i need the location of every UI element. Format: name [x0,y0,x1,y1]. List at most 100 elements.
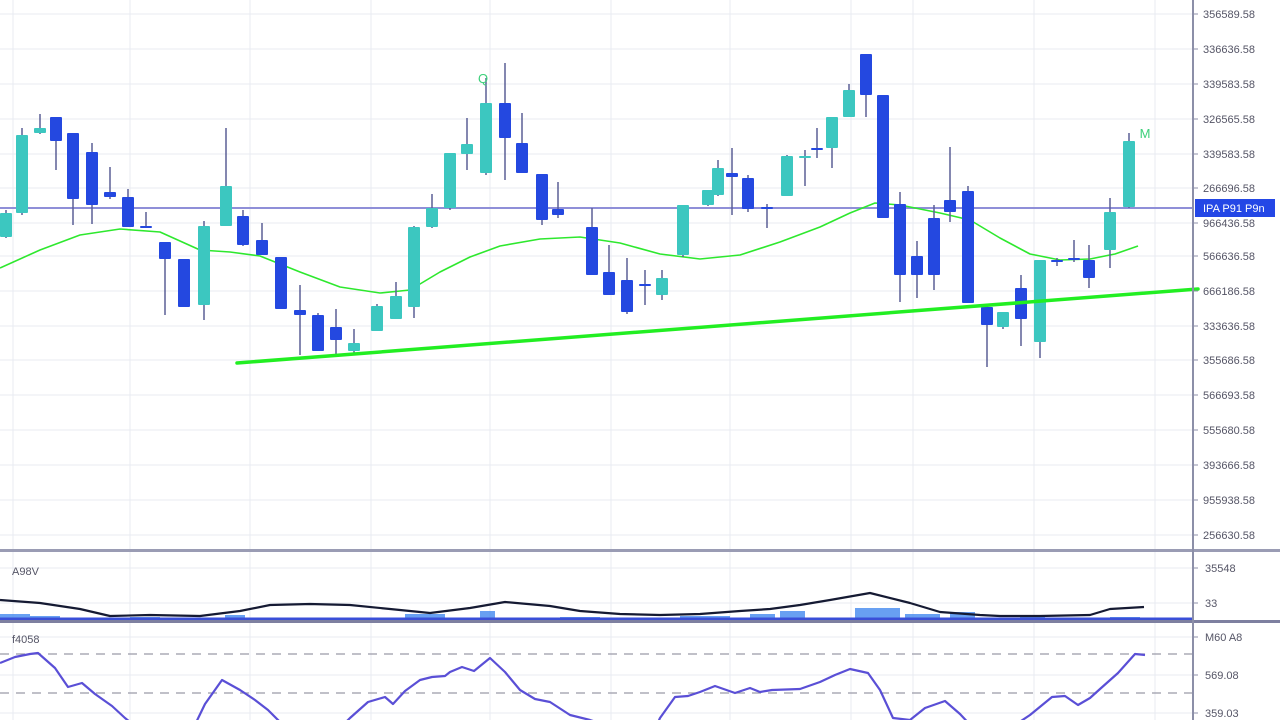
candle[interactable] [140,212,152,228]
support-trendline[interactable] [235,287,1200,365]
candle[interactable] [348,329,360,353]
candle-body-up [656,278,668,295]
annotation-label: M [1140,126,1151,141]
candle[interactable] [50,117,62,170]
candle[interactable] [536,174,548,225]
candle[interactable] [712,160,724,196]
candle[interactable] [877,95,889,218]
candle[interactable] [312,313,324,351]
candle[interactable] [1083,245,1095,288]
candle-body-down [67,133,79,199]
candle[interactable] [726,148,738,215]
candle[interactable] [516,113,528,173]
candle-body-down [256,240,268,255]
candle[interactable] [86,143,98,224]
candle-body-down [894,204,906,275]
candle[interactable] [104,167,116,199]
candle-body-down [586,227,598,275]
volume-ma-line[interactable] [0,591,1145,618]
candle-body-up [444,153,456,208]
pane-separators[interactable] [0,549,1280,623]
candle[interactable] [159,242,171,315]
candle[interactable] [371,304,383,331]
moving-average-path[interactable] [0,202,1139,294]
candle[interactable] [237,210,249,246]
candle[interactable] [390,282,402,319]
candle[interactable] [0,210,12,238]
candle[interactable] [860,54,872,117]
candle[interactable] [330,309,342,357]
candle[interactable] [656,270,668,300]
candle[interactable] [1068,240,1080,262]
oscillator-pane[interactable] [0,651,1193,720]
candle[interactable] [677,205,689,257]
candle[interactable] [178,259,190,307]
candle[interactable] [275,257,287,309]
candle-body-down [911,256,923,275]
candle[interactable] [981,305,993,367]
candle[interactable] [1123,133,1135,208]
candle[interactable] [1051,258,1063,266]
candle-body-down [603,272,615,295]
price-axis-label: 393666.58 [1203,460,1255,472]
annotation-label: Q [478,71,488,86]
candle[interactable] [781,155,793,196]
oscillator-line[interactable] [0,651,1146,720]
candle[interactable] [639,270,651,305]
candle[interactable] [799,150,811,186]
candle[interactable] [408,226,420,318]
candle-body-down [962,191,974,303]
candle[interactable] [499,63,511,180]
candle[interactable] [894,192,906,302]
candle[interactable] [122,189,134,227]
candle[interactable] [552,182,564,218]
candle[interactable] [16,128,28,215]
pane-separator-main[interactable] [0,549,1280,552]
candle[interactable] [586,208,598,275]
candle[interactable] [962,186,974,303]
moving-average-line[interactable] [0,202,1139,294]
candle[interactable] [67,133,79,225]
candle[interactable] [256,223,268,255]
candle-body-down [122,197,134,227]
price-axis[interactable]: 356589.58336636.58339583.58326565.583395… [1192,0,1255,720]
candle[interactable] [742,175,754,212]
candle[interactable] [1104,198,1116,268]
candle[interactable] [702,190,714,206]
candle-body-down [639,284,651,286]
candle[interactable] [220,128,232,226]
candle[interactable] [294,285,306,355]
candle[interactable] [461,118,473,170]
candle[interactable] [426,194,438,228]
pane-separator-volume[interactable] [0,620,1280,623]
volume-axis[interactable]: 35548 33 [1193,563,1236,610]
oscillator-axis-label: 359.03 [1205,708,1239,720]
candle[interactable] [944,147,956,222]
volume-bar [405,614,445,620]
candle[interactable] [621,258,633,314]
candle-body-down [536,174,548,220]
candle[interactable] [198,221,210,320]
candle[interactable] [480,78,492,175]
candle-body-down [86,152,98,205]
volume-pane[interactable] [0,591,1193,621]
trendline[interactable] [235,287,1200,365]
candle[interactable] [843,84,855,117]
candle[interactable] [34,114,46,134]
candle[interactable] [761,204,773,228]
candle[interactable] [811,128,823,158]
candle-body-down [159,242,171,259]
candle[interactable] [603,245,615,295]
candle-body-down [312,315,324,351]
oscillator-axis[interactable]: M60 A8 569.08 359.03 [1193,632,1242,720]
candle[interactable] [997,312,1009,329]
candlestick-series[interactable] [0,54,1135,367]
candle[interactable] [826,117,838,168]
candle[interactable] [911,241,923,298]
candle-body-up [461,144,473,154]
price-pane[interactable]: QM [0,54,1200,367]
price-axis-label: 566693.58 [1203,390,1255,402]
candle[interactable] [928,205,940,290]
candle[interactable] [444,153,456,210]
